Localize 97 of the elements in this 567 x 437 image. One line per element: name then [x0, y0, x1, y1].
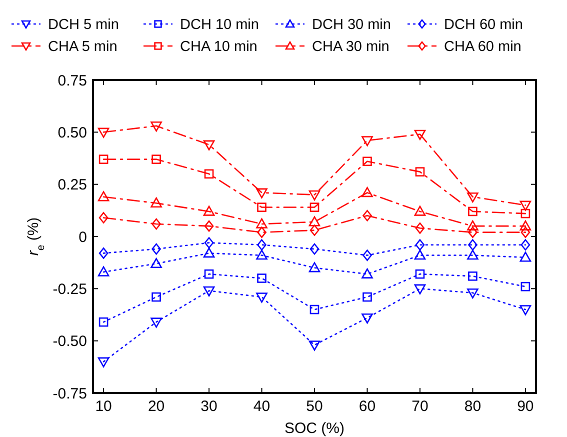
point: [310, 202, 320, 212]
y-tick-label: -0.50: [52, 333, 87, 350]
point: [467, 250, 478, 260]
point: [98, 191, 110, 202]
legend-label: DCH 5 min: [48, 17, 119, 34]
point: [152, 292, 161, 302]
point: [203, 286, 215, 296]
point: [98, 212, 108, 224]
point: [468, 206, 478, 216]
point: [362, 268, 373, 278]
point: [257, 226, 266, 238]
point: [414, 250, 426, 260]
point: [414, 206, 426, 216]
point: [520, 252, 532, 262]
point: [310, 224, 320, 236]
point: [308, 340, 320, 351]
x-tick-label: 40: [253, 398, 270, 415]
point: [256, 218, 268, 228]
point: [362, 136, 373, 146]
legend-label: DCH 30 min: [312, 17, 391, 34]
point: [98, 154, 108, 164]
point: [257, 274, 266, 283]
point: [204, 220, 214, 232]
point: [310, 243, 320, 255]
point: [467, 192, 478, 203]
point: [520, 282, 530, 292]
point: [362, 210, 372, 222]
point: [98, 128, 110, 138]
point: [415, 167, 425, 176]
point: [415, 222, 425, 234]
point: [256, 250, 268, 260]
y-tick-label: 0.75: [58, 72, 87, 90]
point: [98, 317, 108, 327]
x-tick-label: 90: [517, 398, 534, 415]
y-tick-label: 0.50: [58, 124, 87, 142]
point: [362, 187, 373, 198]
legend-label: DCH 10 min: [180, 17, 259, 34]
point: [204, 269, 214, 279]
point: [152, 154, 161, 164]
y-tick-label: -0.25: [52, 280, 87, 298]
x-tick-label: 70: [412, 398, 428, 415]
point: [520, 305, 532, 316]
legend-label: DCH 60 min: [444, 17, 523, 34]
point: [362, 292, 372, 302]
point: [308, 190, 320, 200]
point: [150, 122, 162, 132]
point: [520, 226, 530, 238]
point: [468, 271, 478, 281]
point: [98, 248, 108, 259]
x-tick-label: 20: [148, 398, 165, 415]
point: [310, 304, 320, 314]
point: [150, 318, 162, 328]
point: [204, 237, 214, 248]
x-tick-label: 50: [306, 398, 323, 415]
x-tick-label: 80: [464, 398, 482, 415]
legend-label: CHA 5 min: [48, 39, 118, 56]
point: [414, 284, 426, 294]
x-tick-label: 60: [358, 398, 376, 415]
point: [203, 140, 215, 150]
point: [467, 288, 478, 298]
point: [152, 218, 161, 230]
point: [415, 239, 425, 250]
point: [520, 220, 532, 230]
point: [520, 208, 530, 218]
point: [256, 292, 268, 303]
point: [414, 130, 426, 140]
point: [203, 206, 215, 216]
legend-label: CHA 30 min: [312, 39, 390, 56]
point: [203, 248, 215, 258]
x-axis-title: SOC (%): [284, 420, 345, 437]
point: [520, 200, 532, 211]
point: [204, 169, 214, 179]
point: [415, 269, 425, 279]
y-tick-label: 0: [78, 228, 87, 246]
legend-label: CHA 10 min: [180, 39, 258, 56]
point: [308, 262, 320, 272]
point: [362, 313, 373, 324]
point: [308, 216, 320, 226]
point: [150, 197, 162, 208]
x-tick-label: 10: [95, 398, 112, 415]
point: [98, 266, 110, 276]
point: [150, 258, 162, 268]
point: [362, 250, 372, 261]
point: [98, 357, 110, 368]
point: [468, 239, 478, 250]
y-tick-label: 0.25: [58, 176, 87, 194]
x-tick-label: 30: [200, 398, 218, 415]
point: [520, 239, 530, 250]
point: [257, 202, 266, 212]
point: [468, 226, 478, 238]
point: [256, 188, 268, 198]
point: [257, 239, 266, 250]
point: [467, 220, 478, 230]
legend-label: CHA 60 min: [444, 39, 522, 56]
point: [152, 243, 161, 255]
y-tick-label: -0.75: [52, 385, 87, 402]
point: [362, 156, 372, 166]
